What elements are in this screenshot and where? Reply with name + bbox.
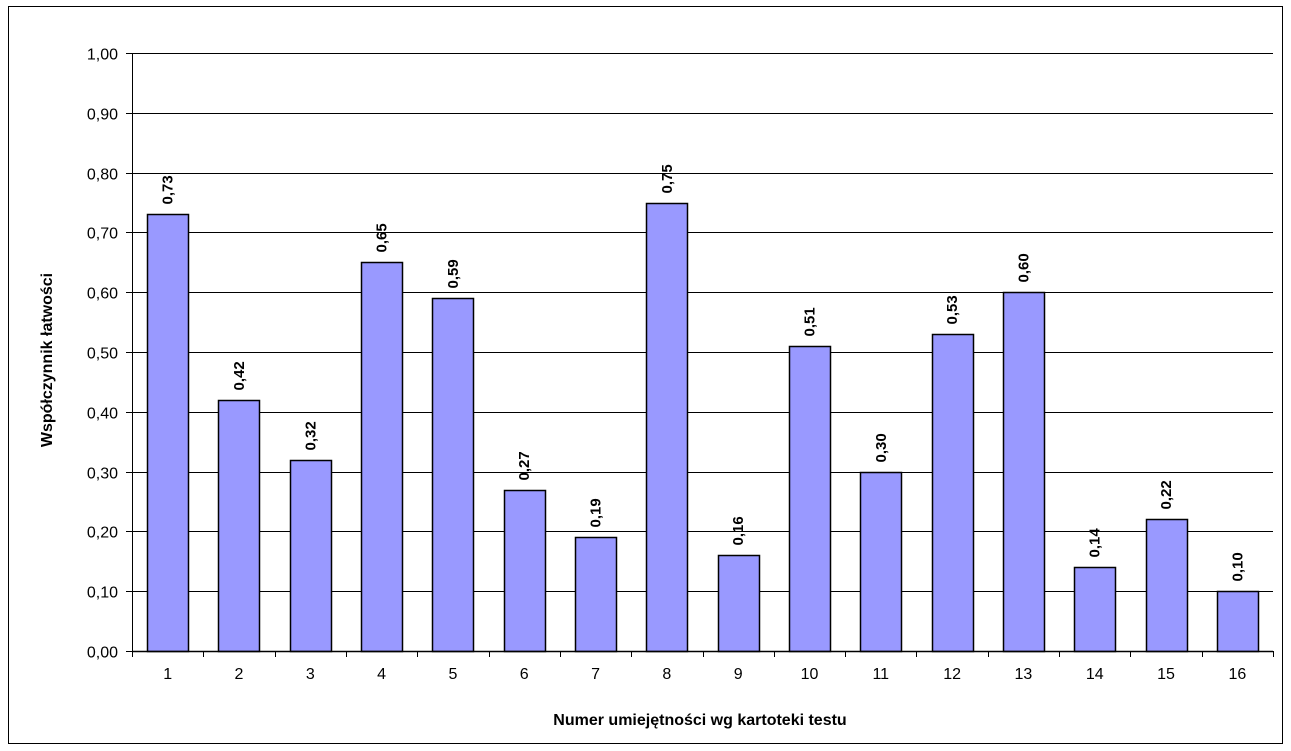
data-label: 0,27 bbox=[516, 451, 533, 480]
y-tick-label: 0,40 bbox=[87, 406, 118, 423]
bar bbox=[931, 333, 975, 653]
data-label: 0,53 bbox=[944, 295, 961, 324]
x-tick-label: 3 bbox=[306, 666, 315, 683]
y-tick-label: 0,00 bbox=[87, 645, 118, 662]
x-tick-label: 13 bbox=[1015, 666, 1033, 683]
data-label: 0,22 bbox=[1158, 480, 1175, 509]
y-tick-label: 0,90 bbox=[87, 107, 118, 124]
axes bbox=[126, 53, 1274, 657]
y-tick-label: 0,70 bbox=[87, 226, 118, 243]
bar bbox=[1145, 518, 1189, 653]
data-label: 0,60 bbox=[1015, 253, 1032, 282]
data-label: 0,42 bbox=[231, 361, 248, 390]
bar bbox=[289, 459, 333, 653]
x-tick-label: 16 bbox=[1228, 666, 1246, 683]
bar bbox=[1216, 590, 1260, 653]
x-tick-label: 15 bbox=[1157, 666, 1175, 683]
x-tick-label: 10 bbox=[801, 666, 819, 683]
data-label: 0,19 bbox=[588, 498, 605, 527]
data-label: 0,51 bbox=[801, 307, 818, 336]
data-label: 0,10 bbox=[1229, 552, 1246, 581]
x-axis-title: Numer umiejętności wg kartoteki testu bbox=[553, 712, 846, 729]
data-labels: 0,73 0,42 0,32 0,65 0,59 0,27 0,19 0,75 0,16 0,51… bbox=[160, 164, 1247, 581]
x-tick-label: 4 bbox=[377, 666, 386, 683]
bar bbox=[503, 489, 547, 653]
bar bbox=[1002, 291, 1046, 653]
x-tick-label: 1 bbox=[163, 666, 172, 683]
x-tick-label: 9 bbox=[734, 666, 743, 683]
data-label: 0,73 bbox=[160, 175, 177, 204]
bar bbox=[217, 399, 261, 653]
bars bbox=[146, 202, 1260, 653]
data-label: 0,32 bbox=[302, 421, 319, 450]
x-tick-label: 14 bbox=[1086, 666, 1104, 683]
y-tick-label: 0,20 bbox=[87, 525, 118, 542]
data-label: 0,75 bbox=[659, 164, 676, 193]
x-tick-label: 7 bbox=[591, 666, 600, 683]
bar bbox=[574, 536, 618, 653]
y-axis-title: Współczynnik łatwości bbox=[39, 273, 56, 447]
bar bbox=[645, 202, 689, 653]
x-tick-label: 6 bbox=[520, 666, 529, 683]
y-tick-label: 0,80 bbox=[87, 167, 118, 184]
x-tick-label: 12 bbox=[943, 666, 961, 683]
y-tick-label: 0,50 bbox=[87, 346, 118, 363]
bar bbox=[431, 297, 475, 653]
data-label: 0,14 bbox=[1087, 528, 1104, 558]
bar bbox=[859, 471, 903, 653]
bar bbox=[717, 554, 761, 653]
bar bbox=[146, 213, 190, 653]
bar bbox=[1073, 566, 1117, 653]
x-tick-label: 11 bbox=[872, 666, 889, 683]
bar bbox=[360, 261, 404, 653]
y-tick-label: 0,60 bbox=[87, 286, 118, 303]
y-tick-label: 1,00 bbox=[87, 47, 118, 64]
data-label: 0,30 bbox=[873, 433, 890, 462]
data-label: 0,65 bbox=[374, 223, 391, 252]
y-tick-label: 0,10 bbox=[87, 585, 118, 602]
bar bbox=[788, 345, 832, 653]
x-tick-label: 8 bbox=[662, 666, 671, 683]
data-label: 0,16 bbox=[730, 516, 747, 545]
x-tick-label: 2 bbox=[235, 666, 244, 683]
data-label: 0,59 bbox=[445, 259, 462, 288]
y-tick-label: 0,30 bbox=[87, 466, 118, 483]
x-tick-label: 5 bbox=[448, 666, 457, 683]
tick-labels: 0,00 0,10 0,20 0,30 0,40 0,50 0,60 0,70 0,80 0,90… bbox=[87, 47, 1246, 684]
